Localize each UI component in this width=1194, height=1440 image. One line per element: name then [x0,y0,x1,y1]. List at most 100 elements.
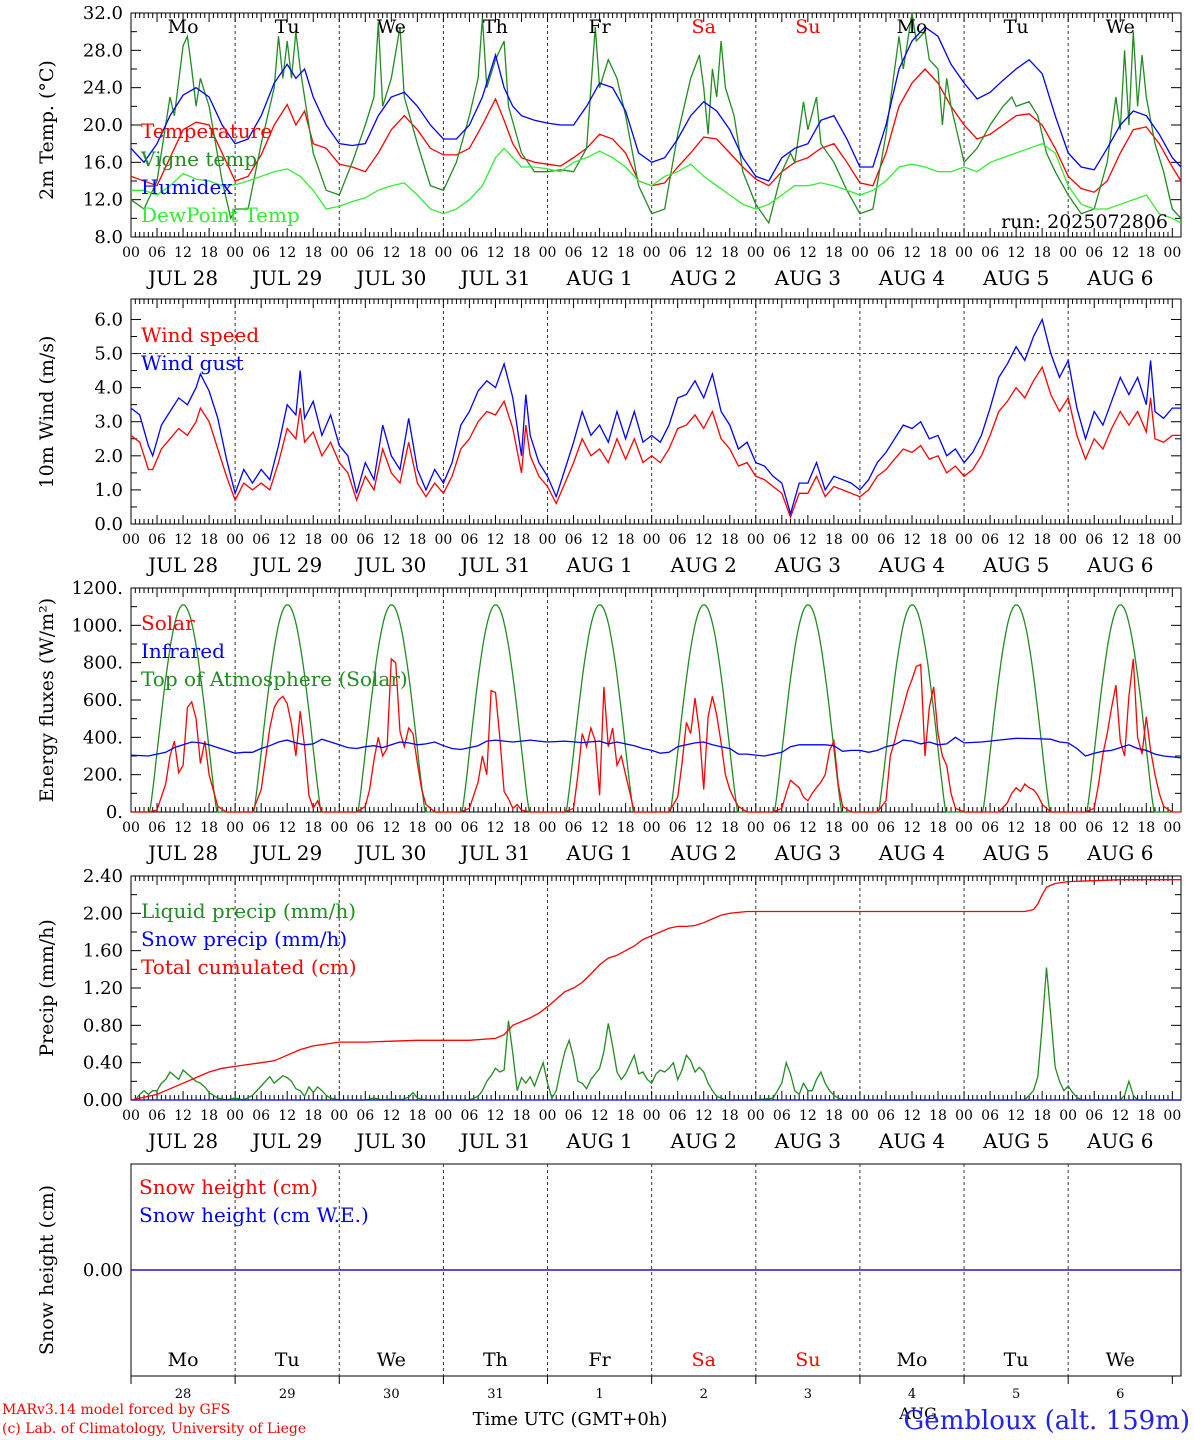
hour-tick-label: 18 [617,1108,635,1124]
hour-tick-label: 12 [1007,245,1025,261]
date-tick-label: AUG 2 [670,1129,737,1153]
day-of-week-label: Tu [275,16,300,38]
day-of-week-label: Tu [275,1349,300,1371]
date-tick-label: AUG 3 [774,266,841,290]
date-tick-label: JUL 28 [146,553,218,577]
legend-entry: Solar [141,611,195,635]
day-of-week-label: We [1106,16,1135,38]
hour-tick-label: 00 [955,1108,973,1124]
hour-tick-label: 18 [929,532,947,548]
hour-tick-label: 12 [382,1108,400,1124]
date-tick-label: AUG 4 [878,841,945,865]
legend-entry: Snow precip (mm/h) [141,927,347,951]
hour-tick-label: 18 [1033,820,1051,836]
date-tick-label: AUG 6 [1086,553,1153,577]
legend-entry: Top of Atmosphere (Solar) [141,667,408,691]
day-of-week-label: Th [483,1349,508,1371]
hour-tick-label: 00 [434,820,452,836]
y-tick-label: 16.0 [83,152,123,173]
hour-tick-label: 00 [330,820,348,836]
hour-tick-label: 00 [747,245,765,261]
date-tick-label: AUG 6 [1086,841,1153,865]
hour-tick-label: 12 [174,820,192,836]
date-tick-label: AUG 5 [982,841,1049,865]
hour-tick-label: 06 [565,820,583,836]
hour-tick-label: 12 [591,820,609,836]
date-tick-label: AUG 1 [565,841,632,865]
hour-tick-label: 18 [825,1108,843,1124]
hour-tick-label: 00 [747,820,765,836]
hour-tick-label: 18 [617,532,635,548]
hour-tick-label: 12 [382,532,400,548]
hour-tick-label: 06 [148,820,166,836]
hour-tick-label: 12 [903,532,921,548]
series-line-dewpoint-temp [131,142,1182,224]
day-of-week-label: Mo [897,16,928,38]
y-tick-label: 0. [106,802,123,823]
y-tick-label: 5.0 [94,344,123,365]
hour-tick-label: 00 [643,532,661,548]
hour-tick-label: 06 [669,820,687,836]
legend-entry: Vigne temp [140,147,257,171]
hour-tick-label: 12 [695,1108,713,1124]
legend-entry: Humidex [141,175,233,199]
legend-entry: Temperature [141,119,272,143]
date-tick-label: AUG 5 [982,266,1049,290]
hour-tick-label: 00 [851,1108,869,1124]
hour-tick-label: 12 [1007,532,1025,548]
x-axis-month-label: AUG [898,1404,937,1423]
y-tick-label: 0.0 [94,514,123,535]
hour-tick-label: 06 [773,532,791,548]
credit-line-2: (c) Lab. of Climatology, University of L… [2,1421,306,1437]
y-tick-label: 1000. [71,615,123,636]
series-line-wind-gust [130,317,1181,517]
day-of-week-label: Su [795,1349,820,1371]
series-line-humidex [130,26,1182,182]
hour-tick-label: 18 [929,1108,947,1124]
hour-tick-label: 06 [981,532,999,548]
hour-tick-label: 06 [877,532,895,548]
hour-tick-label: 00 [955,820,973,836]
hour-tick-label: 00 [122,1108,140,1124]
y-tick-label: 1200. [71,578,123,599]
hour-tick-label: 00 [226,532,244,548]
legend-entry: Wind speed [141,323,259,347]
hour-tick-label: 18 [304,532,322,548]
hour-tick-label: 06 [981,820,999,836]
hour-tick-label: 00 [1163,245,1181,261]
hour-tick-label: 00 [851,820,869,836]
hour-tick-label: 06 [669,532,687,548]
hour-tick-label: 12 [278,245,296,261]
date-tick-label: AUG 2 [670,266,737,290]
credit-line-1: MARv3.14 model forced by GFS [2,1402,230,1418]
y-tick-label: 2.0 [94,446,123,467]
y-axis-label: Snow height (cm) [36,1185,58,1355]
hour-tick-label: 18 [617,245,635,261]
hour-tick-label: 00 [539,1108,557,1124]
date-tick-label: JUL 30 [354,841,426,865]
hour-tick-label: 00 [434,1108,452,1124]
hour-tick-label: 00 [747,1108,765,1124]
hour-tick-label: 18 [1033,1108,1051,1124]
hour-tick-label: 06 [773,1108,791,1124]
hour-tick-label: 06 [148,1108,166,1124]
hour-tick-label: 06 [1085,245,1103,261]
hour-tick-label: 06 [461,1108,479,1124]
date-tick-label: AUG 3 [774,841,841,865]
day-number-label: 6 [1116,1387,1124,1402]
hour-tick-label: 06 [773,820,791,836]
day-of-week-label: Fr [588,1349,611,1371]
y-tick-label: 8.0 [94,227,123,248]
hour-tick-label: 12 [487,532,505,548]
y-tick-label: 0.00 [83,1090,123,1111]
hour-tick-label: 12 [695,820,713,836]
date-tick-label: JUL 30 [354,1129,426,1153]
hour-tick-label: 18 [721,532,739,548]
hour-tick-label: 18 [200,532,218,548]
date-tick-label: JUL 28 [146,266,218,290]
hour-tick-label: 06 [356,1108,374,1124]
day-of-week-label: Tu [1004,16,1029,38]
station-label: Gembloux (alt. 159m) [904,1406,1190,1436]
hour-tick-label: 06 [981,245,999,261]
day-of-week-label: We [1106,1349,1135,1371]
